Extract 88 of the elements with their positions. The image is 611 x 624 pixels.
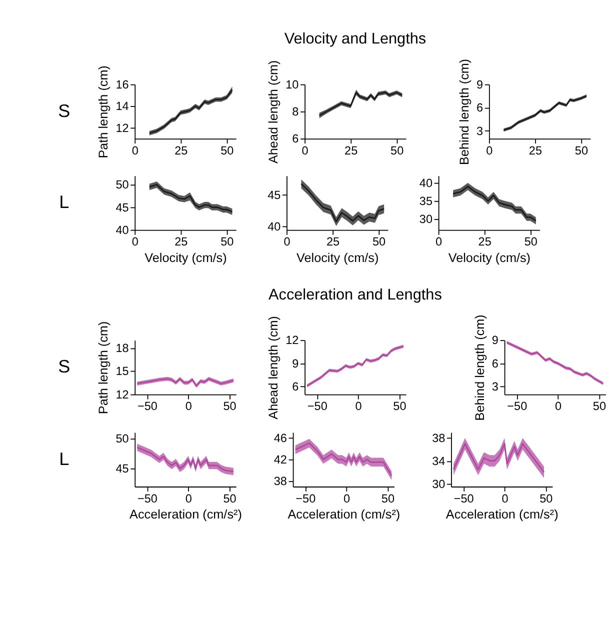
y-tick-label: 40 [116, 224, 130, 237]
x-axis-title: Velocity (cm/s) [448, 250, 531, 265]
x-tick-label: 0 [185, 400, 192, 414]
x-tick-label: −50 [507, 400, 528, 414]
x-tick-label: 50 [540, 492, 554, 506]
y-tick-label: 15 [116, 365, 130, 378]
y-tick-label: 12 [116, 388, 129, 402]
y-tick-label: 14 [116, 100, 130, 114]
x-tick-label: 50 [220, 236, 234, 249]
y-tick-label: 9 [292, 357, 299, 370]
y-tick-label: 34 [432, 454, 446, 468]
x-tick-label: 50 [524, 236, 538, 249]
x-tick-label: 25 [528, 144, 542, 158]
x-tick-label: 0 [502, 492, 509, 506]
y-axis-title: Ahead length (cm) [266, 316, 281, 420]
y-tick-label: 30 [419, 213, 433, 226]
x-tick-label: −50 [454, 492, 474, 506]
x-tick-label: −50 [296, 492, 316, 506]
x-tick-label: 50 [223, 400, 237, 414]
x-tick-label: 0 [436, 236, 443, 249]
y-tick-label: 12 [286, 334, 299, 348]
text: L [59, 192, 70, 212]
y-tick-label: 6 [476, 102, 484, 115]
x-tick-label: 50 [381, 492, 395, 506]
x-tick-label: 50 [574, 144, 588, 158]
x-tick-label: 0 [284, 236, 291, 249]
y-tick-label: 12 [116, 122, 129, 135]
y-tick-label: 30 [432, 478, 446, 491]
y-tick-label: 45 [268, 188, 282, 202]
x-tick-label: 0 [185, 492, 192, 506]
y-tick-label: 40 [419, 176, 433, 190]
x-tick-label: 50 [372, 236, 386, 249]
y-tick-label: 9 [476, 78, 484, 92]
y-tick-label: 38 [274, 475, 288, 488]
x-tick-label: 0 [132, 236, 139, 249]
y-tick-label: 46 [274, 432, 288, 445]
y-tick-label: 6 [292, 380, 300, 394]
x-axis-title: Acceleration (cm/s²) [288, 508, 400, 522]
y-tick-label: 8 [292, 106, 300, 119]
y-axis-title: Behind length (cm) [457, 58, 472, 165]
x-axis-title: Acceleration (cm/s²) [446, 508, 558, 522]
x-tick-label: 50 [220, 144, 234, 158]
text: L [59, 448, 70, 469]
x-tick-label: 25 [174, 236, 188, 249]
y-tick-label: 50 [116, 432, 130, 446]
x-tick-label: 25 [326, 236, 340, 249]
y-axis-title: Ahead length (cm) [266, 60, 281, 164]
x-tick-label: −50 [138, 492, 158, 506]
y-tick-label: 45 [116, 201, 130, 214]
x-tick-label: 50 [223, 492, 237, 506]
x-tick-label: −50 [138, 400, 158, 414]
chart-title: Velocity and Lengths [284, 30, 426, 48]
y-axis-title: Behind length (cm) [472, 314, 487, 421]
y-tick-label: 10 [286, 78, 300, 92]
y-tick-label: 9 [492, 334, 498, 348]
y-tick-label: 16 [116, 78, 130, 92]
y-tick-label: 3 [476, 124, 484, 138]
y-tick-label: 50 [116, 178, 130, 192]
y-tick-label: 40 [268, 220, 282, 234]
text: S [58, 356, 70, 377]
x-tick-label: 0 [302, 144, 309, 158]
x-axis-title: Acceleration (cm/s²) [130, 508, 242, 522]
x-tick-label: −50 [307, 400, 328, 414]
x-tick-label: 50 [592, 400, 606, 414]
x-tick-label: 0 [355, 400, 362, 414]
y-axis-title: Path length (cm) [96, 66, 111, 158]
y-tick-label: 3 [492, 380, 499, 394]
chart-title: Acceleration and Lengths [268, 286, 442, 304]
x-tick-label: 0 [555, 400, 562, 414]
y-tick-label: 6 [492, 357, 499, 370]
x-tick-label: 0 [132, 144, 139, 158]
x-tick-label: 50 [390, 144, 404, 158]
x-tick-label: 0 [486, 144, 494, 158]
x-tick-label: 25 [344, 144, 358, 158]
y-tick-label: 45 [116, 462, 130, 476]
x-axis-title: Velocity (cm/s) [144, 250, 227, 265]
y-tick-label: 6 [292, 132, 300, 146]
x-tick-label: 25 [174, 144, 188, 158]
text: S [58, 100, 70, 121]
y-tick-label: 38 [432, 432, 446, 446]
x-tick-label: 0 [344, 492, 351, 506]
x-tick-label: 50 [393, 400, 407, 414]
x-axis-title: Velocity (cm/s) [296, 250, 379, 265]
y-tick-label: 42 [274, 454, 287, 466]
y-axis-title: Path length (cm) [96, 321, 111, 414]
y-tick-label: 35 [419, 195, 433, 208]
y-tick-label: 18 [116, 342, 130, 355]
x-tick-label: 25 [478, 236, 492, 249]
